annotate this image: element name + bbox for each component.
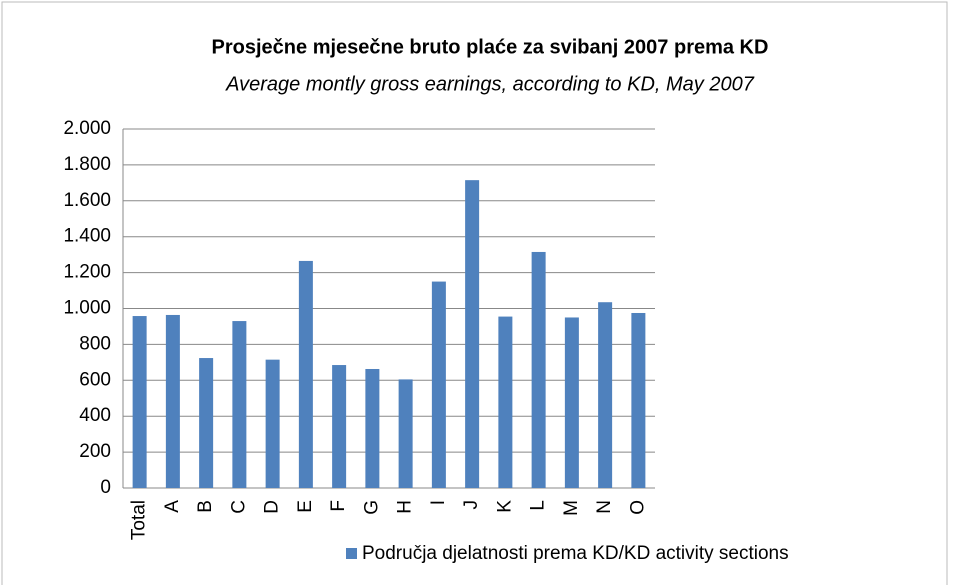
x-tick-label: B (195, 500, 216, 513)
y-tick-label: 1.800 (63, 154, 111, 175)
y-tick-label: 800 (79, 333, 111, 354)
y-tick-label: 200 (79, 441, 111, 462)
x-tick-label: G (361, 500, 382, 515)
bar (199, 358, 214, 488)
bar (531, 251, 546, 488)
x-tick-label: K (494, 500, 515, 513)
bar (332, 365, 347, 488)
bar (365, 368, 380, 488)
x-tick-label: N (594, 500, 615, 514)
bar (398, 379, 413, 488)
x-tick-label: L (528, 500, 549, 511)
bar (631, 312, 646, 488)
x-tick-label: A (162, 500, 183, 513)
x-tick-label: H (395, 500, 416, 514)
bar (165, 314, 180, 488)
chart-title: Prosječne mjesečne bruto plaće za sviban… (212, 36, 769, 58)
x-tick-label: F (328, 500, 349, 512)
bar (598, 302, 613, 488)
x-tick-label: J (461, 500, 482, 510)
y-tick-label: 1.000 (63, 298, 111, 319)
bar (298, 260, 313, 488)
bar (431, 281, 446, 488)
y-tick-label: 1.600 (63, 190, 111, 211)
y-tick-label: 400 (79, 405, 111, 426)
x-tick-label: E (295, 500, 316, 513)
x-tick-label: I (428, 500, 449, 505)
bar (132, 316, 147, 488)
y-tick-label: 1.200 (63, 262, 111, 283)
x-tick-label: D (262, 500, 283, 514)
bar (498, 316, 513, 488)
bar (232, 321, 247, 488)
bar (564, 317, 579, 488)
y-tick-label: 2.000 (63, 118, 111, 139)
legend-swatch (346, 548, 357, 559)
bar (465, 180, 480, 488)
x-tick-label: C (228, 500, 249, 514)
x-tick-label: O (627, 500, 648, 515)
legend-label: Područja djelatnosti prema KD/KD activit… (362, 543, 789, 564)
bar (265, 359, 280, 488)
y-tick-label: 0 (100, 477, 111, 498)
x-tick-label: M (561, 500, 582, 516)
y-tick-label: 600 (79, 369, 111, 390)
x-tick-label: Total (129, 500, 150, 540)
chart-subtitle: Average montly gross earnings, according… (225, 73, 755, 95)
y-tick-label: 1.400 (63, 226, 111, 247)
